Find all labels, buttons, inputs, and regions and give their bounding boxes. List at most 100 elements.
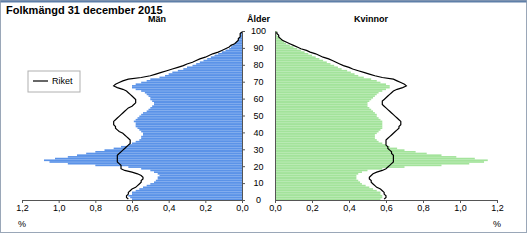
bar [275,175,356,177]
x-axis: 0,00,20,40,60,81,01,2 [269,200,504,213]
y-tick-label: 90 [253,43,263,53]
y-tick-mark [242,132,245,133]
bar [136,190,242,192]
bar [147,110,242,112]
y-axis: 0102030405060708090100 [242,26,266,205]
bar [139,188,242,190]
y-axis-title: Ålder [247,14,271,24]
bar [152,100,242,102]
bar [158,173,242,175]
x-tick-label: 0,8 [90,203,103,213]
bar [275,94,377,96]
bar [275,97,373,99]
plot-area [275,31,488,200]
bar [136,124,242,126]
bar [136,126,242,128]
x-tick-label: 0,0 [269,203,282,213]
bar [95,165,242,167]
bar [77,154,242,156]
bar [154,104,242,106]
bar [169,73,242,75]
bar [275,144,386,146]
bar [275,139,377,141]
y-tick-mark [242,149,245,150]
bar [275,146,390,148]
bar [275,72,351,74]
bar [132,143,242,145]
bar [200,61,242,63]
bar [152,105,242,107]
y-tick-label: 50 [253,111,263,121]
x-tick: 0,6 [126,200,139,213]
x-tick-label: 0,6 [126,203,139,213]
bar [147,94,242,96]
chart-root: Folkmängd 31 december 2015 1,2 1,0 0,8 0,6 0,… [0,0,527,233]
bar [275,198,380,200]
bar [275,151,416,153]
bar [150,170,242,172]
bar [141,136,242,138]
bar [275,166,405,168]
bar [165,75,242,77]
x-axis: 1,21,00,80,60,40,20,0 [16,200,249,213]
bar [275,109,371,111]
bar [196,63,242,65]
panel: 0,00,20,40,60,81,01,2Kvinnor% [269,14,504,229]
y-tick: 10 [242,178,264,188]
bar [150,78,242,80]
bar [275,178,356,180]
y-tick: 0 [242,195,261,205]
bar [139,139,242,141]
bar [147,185,242,187]
bar [275,105,368,107]
bar [138,117,243,119]
bar [275,119,380,121]
y-tick: 80 [242,60,264,70]
y-tick-label: 100 [251,26,266,36]
bar [275,163,469,165]
panel-title: Kvinnor [354,14,388,24]
x-tick: 0,4 [163,200,176,213]
bar [275,63,331,65]
bar [156,180,242,182]
y-tick-mark [242,200,245,201]
bar [141,90,242,92]
x-tick-label: 1,2 [491,203,504,213]
bar-series [275,31,488,200]
bar [275,46,294,48]
bar [132,85,242,87]
y-tick: 20 [242,162,264,172]
panel: 1,21,00,80,60,40,20,00102030405060708090… [16,14,270,229]
bar [275,117,379,119]
bar [95,151,242,153]
legend-box [28,71,80,92]
bar [275,126,382,128]
bar [132,198,242,200]
bar [275,137,375,139]
main-title: Folkmängd 31 december 2015 [6,4,163,16]
x-tick: 0,2 [200,200,213,213]
bar [178,70,242,72]
bar [275,116,377,118]
bar [275,65,334,67]
bar [275,193,380,195]
bar [275,75,358,77]
bar [275,154,442,156]
y-tick-label: 20 [253,162,263,172]
bar [44,159,242,161]
bar [275,56,316,58]
x-tick: 0,0 [269,200,282,213]
y-tick: 30 [242,145,264,155]
bar [158,178,242,180]
bar [55,158,242,160]
bar [143,134,242,136]
bar [275,185,366,187]
bar [275,170,368,172]
bar [275,92,379,94]
y-tick-label: 10 [253,178,263,188]
y-tick-label: 0 [256,195,261,205]
bar [136,83,242,85]
bar [275,149,405,151]
x-tick: 1,0 [53,200,66,213]
bar [275,61,327,63]
